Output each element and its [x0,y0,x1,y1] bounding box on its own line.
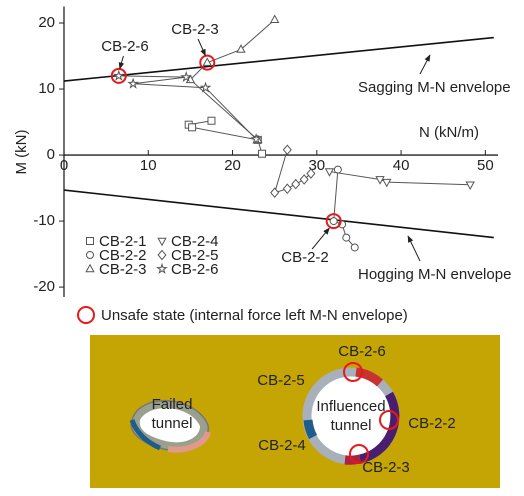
marker [156,262,168,274]
segment-label: CB-2-3 [362,459,410,476]
marker [350,243,359,252]
diagram-label: tunnel [331,417,372,434]
marker [180,70,193,83]
failed-tunnel-shape [129,399,211,453]
marker [202,57,212,66]
legend-label: CB-2-3 [99,261,147,278]
legend-label: CB-2-6 [171,261,219,278]
marker [86,237,94,245]
marker [188,123,197,132]
series-line [273,149,312,194]
envelope-label: Hogging M-N envelope [358,266,511,283]
marker [236,44,246,53]
segment-label: CB-2-6 [338,343,386,360]
marker [282,183,292,195]
diagram-label: Influenced [316,398,385,415]
marker [382,178,392,188]
legend-label: CB-2-2 [99,247,147,264]
x-tick-label: 10 [140,157,157,174]
x-tick-label: 0 [60,157,68,174]
y-tick-label: -20 [33,278,55,295]
legend-label: CB-2-1 [99,233,147,250]
annotation-arrow [118,55,125,70]
marker [207,116,216,125]
marker [85,263,95,273]
x-axis-label: N (kN/m) [419,124,479,141]
unsafe-marker [325,213,342,230]
marker [86,251,94,259]
envelope-line [63,36,494,82]
annotation-arrow [407,235,421,262]
x-tick-label: 50 [477,157,494,174]
y-tick-label: 10 [38,80,55,97]
segment-label: CB-2-4 [258,437,306,454]
marker [291,178,301,190]
annotation-arrow [197,38,206,57]
diagram-label: Failed [152,396,193,413]
legend-unsafe-marker [77,306,95,324]
diagram-label: tunnel [152,415,193,432]
envelope-line [63,189,494,239]
marker [269,14,280,24]
segment-label: CB-2-5 [257,372,305,389]
annotation-arrow [419,54,431,75]
marker [324,168,335,177]
annotation-arrow [311,227,330,250]
envelope-label: Sagging M-N envelope [358,79,511,96]
marker [258,149,267,158]
unsafe-point-label: CB-2-6 [101,38,149,55]
marker [157,249,167,261]
segment-label: CB-2-2 [408,415,456,432]
marker [112,69,125,81]
plot: -20 -10 0 10 20 0 10 20 30 40 50 N (kN/m) M (kN) Sagg… [13,6,511,324]
y-tick-label: -10 [33,212,55,229]
marker [270,187,280,199]
unsafe-point-label: CB-2-3 [171,21,219,38]
marker [282,144,292,156]
series-line [118,75,257,140]
unsafe-point-label: CB-2-2 [281,249,329,266]
legend-label: CB-2-5 [171,247,219,264]
x-tick-label: 40 [393,157,410,174]
legend-label: CB-2-4 [171,233,219,250]
legend-unsafe-label: Unsafe state (internal force left M-N en… [101,307,408,324]
x-tick-label: 20 [224,157,241,174]
y-tick-label: 20 [38,14,55,31]
marker [250,133,262,145]
marker [127,77,139,89]
unsafe-marker [199,54,216,71]
unsafe-marker [110,67,127,84]
marker [342,233,351,242]
marker [299,174,309,185]
x-tick-label: 30 [308,157,325,174]
influenced-tunnel-shape [302,362,400,465]
series-line [187,120,263,154]
y-tick-label: 0 [47,146,55,163]
marker [199,81,212,93]
marker [306,168,316,179]
y-axis-label: M (kN) [13,130,30,175]
marker [157,237,167,247]
diagram: Failed tunnel Influenced tunnel CB-2-6 C… [90,335,500,488]
marker [465,181,475,190]
marker [375,176,385,185]
marker [329,217,338,226]
